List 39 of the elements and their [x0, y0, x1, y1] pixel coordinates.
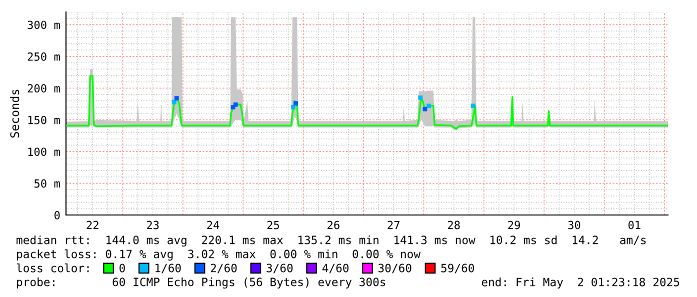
- x-tick-label: 22: [86, 220, 98, 230]
- legend-label: 4/60: [322, 264, 349, 274]
- point: [233, 102, 238, 107]
- y-tick-label: 300 m: [28, 20, 60, 30]
- legend-title: loss color:: [16, 263, 89, 272]
- point: [172, 100, 176, 104]
- point: [470, 104, 476, 108]
- point: [291, 104, 296, 110]
- y-tick-label: 100 m: [28, 148, 60, 156]
- x-tick-label: 28: [448, 220, 460, 230]
- text: median rtt: 144.0 ms avg 220.1 ms max 135.2 ms min 141.3 ms now 10.2 ms sd 14.2 am/s: [16, 235, 646, 247]
- y-tick-label: 250 m: [28, 52, 60, 61]
- legend-label: 3/60: [266, 264, 293, 274]
- text: probe: 60 ICMP Echo Pings (56 Bytes) every 300s: [17, 277, 386, 289]
- point: [294, 101, 298, 106]
- x-tick-label: 27: [388, 220, 400, 230]
- legend-label: 59/60: [441, 264, 474, 274]
- x-tick-label: 01: [628, 220, 640, 230]
- legend-label: 30/60: [378, 264, 412, 274]
- point: [174, 96, 179, 100]
- x-tick-label: 26: [328, 220, 340, 230]
- legend-label: 0: [120, 264, 125, 272]
- legend-label: 1/60: [156, 264, 181, 274]
- y-tick-label: 200 m: [28, 84, 60, 93]
- x-tick-label: 25: [267, 220, 280, 230]
- y-tick-label: 50 m: [34, 179, 60, 188]
- x-tick-label: 30: [568, 220, 580, 230]
- text: packet loss: 0.17 % avg 3.02 % max 0.00 % min 0.00 % now: [17, 249, 421, 261]
- legend-label: 2/60: [210, 264, 237, 274]
- y-axis-title: Seconds: [10, 90, 20, 138]
- point: [418, 95, 423, 100]
- y-tick-label: 150 m: [28, 116, 60, 124]
- y-tick-label: 0: [54, 211, 60, 220]
- x-tick-label: 29: [508, 220, 520, 230]
- text: end: Fri May 2 01:23:18 2025: [482, 278, 680, 289]
- x-tick-label: 24: [207, 220, 220, 230]
- point: [426, 104, 431, 108]
- x-tick-label: 23: [146, 220, 159, 230]
- line-series: [66, 75, 668, 130]
